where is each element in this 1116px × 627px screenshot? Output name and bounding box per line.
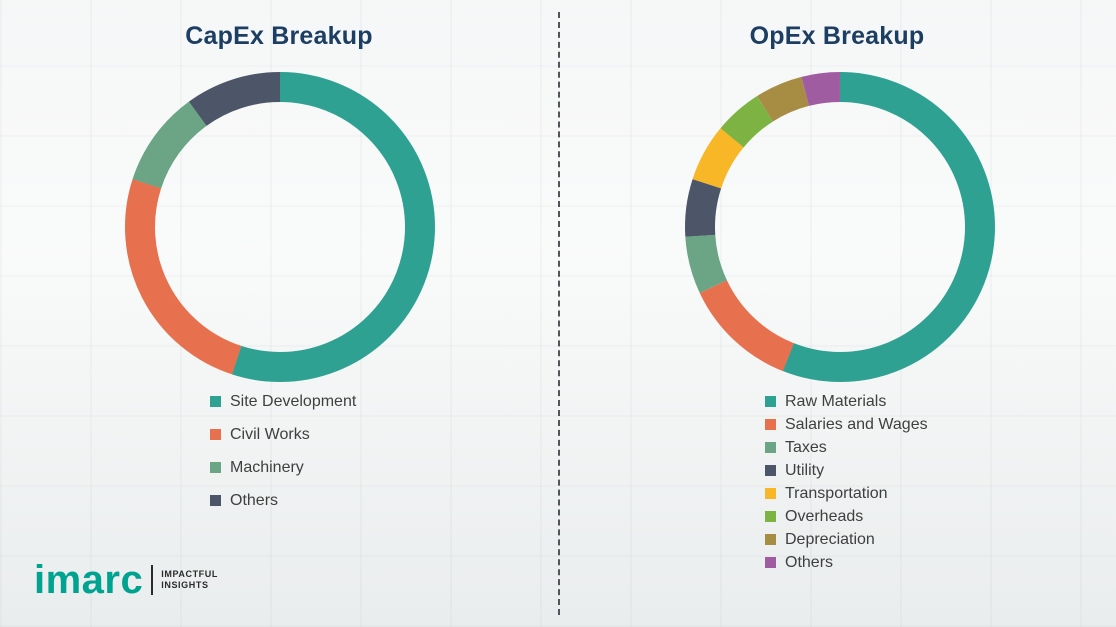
legend-item: Civil Works: [210, 425, 356, 444]
logo-divider-bar: [151, 565, 154, 595]
donut-slice-salaries-and-wages: [685, 72, 995, 382]
legend-item: Taxes: [765, 438, 928, 457]
legend-item: Depreciation: [765, 530, 928, 549]
donut-slice-depreciation: [685, 72, 995, 382]
vertical-dashed-divider: [558, 12, 560, 615]
donut-slice-raw-materials: [685, 72, 995, 382]
opex-legend: Raw Materials Salaries and Wages Taxes Util…: [765, 392, 928, 572]
legend-label: Utility: [785, 462, 825, 479]
legend-swatch: [210, 462, 221, 473]
capex-legend: Site Development Civil Works Machinery Othe…: [210, 392, 356, 510]
donut-slice-others: [124, 71, 435, 382]
legend-item: Site Development: [210, 392, 356, 411]
donut-slice-civil-works: [125, 72, 435, 382]
capex-donut-chart: [124, 71, 435, 382]
donut-slice-taxes: [685, 72, 995, 382]
legend-item: Transportation: [765, 484, 928, 503]
legend-swatch: [765, 396, 776, 407]
imarc-logo: imarc IMPACTFUL INSIGHTS: [34, 560, 218, 600]
legend-label: Machinery: [230, 459, 304, 476]
logo-tagline: IMPACTFUL INSIGHTS: [161, 569, 218, 591]
legend-item: Others: [210, 491, 356, 510]
legend-item: Salaries and Wages: [765, 415, 928, 434]
legend-item: Others: [765, 553, 928, 572]
donut-slice-overheads: [685, 72, 995, 382]
opex-chart-title: OpEx Breakup: [749, 22, 925, 50]
legend-swatch: [765, 419, 776, 430]
donut-slice-machinery: [125, 72, 435, 382]
opex-donut-chart: [685, 71, 995, 382]
legend-label: Salaries and Wages: [785, 416, 928, 433]
legend-label: Civil Works: [230, 426, 310, 443]
legend-swatch: [765, 442, 776, 453]
legend-swatch: [765, 488, 776, 499]
capex-panel: CapEx Breakup Site Development Civil Work…: [124, 22, 435, 510]
imarc-logo-wordmark: imarc: [34, 558, 144, 602]
opex-panel: OpEx Breakup Raw Materials Salaries and W…: [558, 0, 1116, 627]
legend-label: Taxes: [785, 439, 827, 456]
legend-label: Others: [785, 554, 834, 571]
legend-item: Overheads: [765, 507, 928, 526]
legend-label: Site Development: [230, 393, 357, 410]
legend-item: Raw Materials: [765, 392, 928, 411]
legend-swatch: [765, 534, 776, 545]
legend-label: Transportation: [785, 485, 888, 502]
legend-swatch: [765, 465, 776, 476]
legend-swatch: [210, 396, 221, 407]
logo-tagline-line1: IMPACTFUL: [161, 569, 218, 579]
legend-item: Machinery: [210, 458, 356, 477]
legend-swatch: [210, 429, 221, 440]
donut-slice-transportation: [685, 72, 995, 382]
legend-label: Depreciation: [785, 531, 875, 548]
donut-slice-others: [685, 71, 995, 382]
legend-label: Overheads: [785, 508, 864, 525]
legend-item: Utility: [765, 461, 928, 480]
legend-swatch: [765, 511, 776, 522]
legend-swatch: [765, 557, 776, 568]
logo-tagline-line2: INSIGHTS: [161, 580, 209, 590]
capex-chart-title: CapEx Breakup: [185, 22, 373, 50]
legend-swatch: [210, 495, 221, 506]
donut-slice-utility: [685, 71, 995, 382]
legend-label: Others: [230, 492, 279, 509]
legend-label: Raw Materials: [785, 393, 887, 410]
